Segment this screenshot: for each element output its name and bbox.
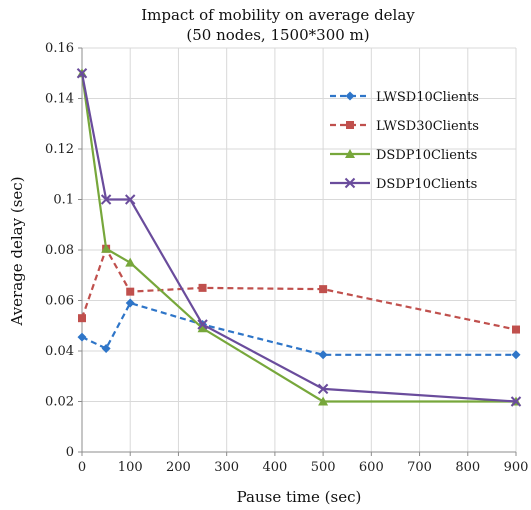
axes [78, 47, 517, 456]
x-axis-label: Pause time (sec) [237, 488, 362, 506]
tick-labels: 0 0.02 0.04 0.06 0.08 0.1 0.12 0.14 0.16 0 100 200 3… [45, 41, 528, 475]
series-3-point [318, 396, 329, 406]
series-4-line [80, 73, 517, 403]
x-tick-label: 700 [407, 460, 432, 475]
y-tick-label: 0.16 [45, 41, 74, 56]
legend-label: DSDP10Clients [376, 148, 477, 163]
x-marker-stroke [125, 194, 136, 205]
y-tick-label: 0.02 [45, 395, 74, 410]
x-tick-label: 100 [118, 460, 143, 475]
legend-item: LWSD10Clients [330, 90, 479, 105]
series-3-point [101, 243, 112, 253]
series-3-line [80, 73, 516, 403]
x-marker-stroke [317, 383, 329, 395]
y-tick-label: 0 [66, 445, 74, 460]
legend-label: LWSD30Clients [376, 119, 479, 134]
series-3-point [345, 149, 355, 158]
series-1-point [318, 350, 328, 360]
series-4-point [125, 194, 136, 205]
y-tick-label: 0.08 [45, 243, 74, 258]
series-1-point [125, 298, 135, 308]
x-marker-stroke [76, 68, 88, 79]
series-1-point [77, 332, 87, 342]
y-tick-label: 0.06 [45, 294, 74, 309]
series-4-point [317, 383, 329, 395]
x-tick-label: 900 [504, 460, 529, 475]
series-4-point [197, 319, 208, 330]
chart-subtitle: (50 nodes, 1500*300 m) [186, 26, 369, 44]
series-layer [76, 68, 522, 407]
series-1-point [101, 343, 111, 353]
series-1-line [81, 301, 516, 356]
series-2-point [198, 283, 207, 292]
series-4-point [76, 68, 88, 79]
series-3-point [197, 323, 208, 333]
series-2-point [126, 287, 135, 296]
series-2-line [80, 246, 517, 331]
series-2-point [346, 121, 354, 129]
series-2-point [319, 285, 328, 294]
series-2-point [512, 325, 520, 334]
x-tick-label: 400 [262, 460, 287, 475]
x-tick-label: 300 [214, 460, 239, 475]
series-4-point [510, 396, 522, 407]
series-1-point [511, 350, 521, 360]
series-1-point [345, 91, 355, 101]
y-tick-label: 0.14 [45, 92, 74, 107]
x-marker-stroke [344, 177, 356, 189]
x-tick-label: 800 [455, 460, 480, 475]
x-marker-stroke [197, 319, 208, 330]
series-2-point [78, 314, 86, 323]
y-axis-label: Average delay (sec) [8, 176, 26, 326]
chart-title: Impact of mobility on average delay [141, 6, 415, 24]
x-tick-label: 500 [311, 460, 336, 475]
legend-label: DSDP10Clients [376, 177, 477, 192]
series-4-point [100, 194, 112, 205]
grid-lines [82, 47, 517, 452]
series-3-point [125, 257, 136, 267]
y-tick-label: 0.1 [53, 193, 74, 208]
x-tick-label: 0 [78, 460, 86, 475]
legend-item: DSDP10Clients [330, 148, 477, 163]
x-marker-stroke [510, 396, 522, 407]
x-tick-label: 200 [166, 460, 191, 475]
x-tick-label: 600 [359, 460, 384, 475]
y-tick-label: 0.12 [45, 142, 74, 157]
legend-item: LWSD30Clients [330, 119, 479, 134]
legend: LWSD10Clients LWSD30Clients DSDP10Clients D… [330, 90, 479, 192]
legend-item: DSDP10Clients [330, 177, 477, 192]
legend-label: LWSD10Clients [376, 90, 479, 105]
y-tick-label: 0.04 [45, 344, 74, 359]
series-4-point [344, 177, 356, 189]
x-marker-stroke [100, 194, 112, 205]
